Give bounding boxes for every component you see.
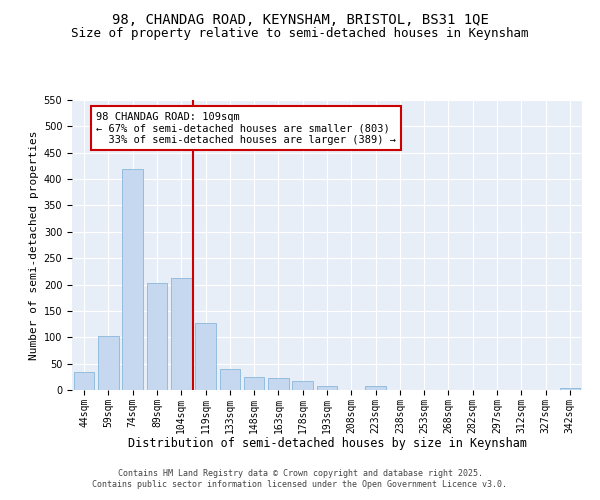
X-axis label: Distribution of semi-detached houses by size in Keynsham: Distribution of semi-detached houses by …	[128, 437, 527, 450]
Bar	[560, 388, 580, 390]
Text: 98 CHANDAG ROAD: 109sqm
← 67% of semi-detached houses are smaller (803)
  33% of: 98 CHANDAG ROAD: 109sqm ← 67% of semi-de…	[96, 112, 396, 145]
Text: Contains public sector information licensed under the Open Government Licence v3: Contains public sector information licen…	[92, 480, 508, 489]
Bar	[220, 369, 240, 390]
Bar	[146, 283, 167, 390]
Bar	[195, 323, 216, 390]
Bar	[268, 378, 289, 390]
Bar	[171, 278, 191, 390]
Y-axis label: Number of semi-detached properties: Number of semi-detached properties	[29, 130, 40, 360]
Bar	[292, 380, 313, 390]
Text: 98, CHANDAG ROAD, KEYNSHAM, BRISTOL, BS31 1QE: 98, CHANDAG ROAD, KEYNSHAM, BRISTOL, BS3…	[112, 12, 488, 26]
Bar	[74, 372, 94, 390]
Text: Contains HM Land Registry data © Crown copyright and database right 2025.: Contains HM Land Registry data © Crown c…	[118, 468, 482, 477]
Bar	[244, 377, 265, 390]
Bar	[98, 336, 119, 390]
Bar	[122, 168, 143, 390]
Bar	[365, 386, 386, 390]
Bar	[317, 386, 337, 390]
Text: Size of property relative to semi-detached houses in Keynsham: Size of property relative to semi-detach…	[71, 28, 529, 40]
